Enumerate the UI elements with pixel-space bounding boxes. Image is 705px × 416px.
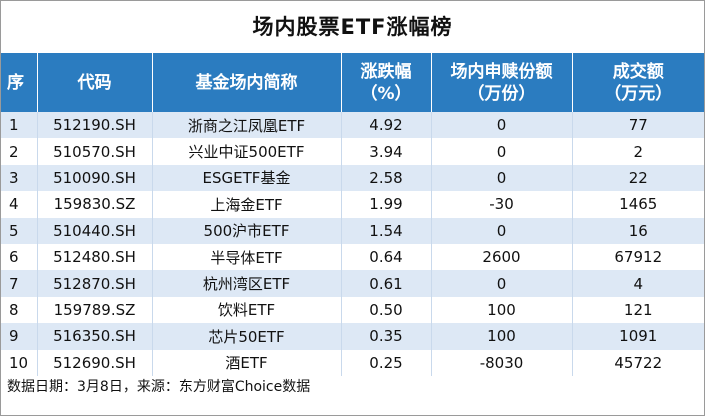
table-row: 7 512870.SH 杭州湾区ETF 0.61 0 4: [1, 270, 704, 297]
cell-change: 0.64: [341, 243, 432, 271]
cell-index: 10: [1, 349, 38, 376]
table-row: 1 512190.SH 浙商之江凤凰ETF 4.92 0 77: [1, 112, 704, 139]
cell-index: 7: [1, 270, 38, 297]
cell-change: 0.50: [341, 296, 432, 324]
cell-name: 500沪市ETF: [152, 217, 342, 244]
cell-code: 159830.SZ: [37, 191, 153, 218]
cell-code: 512870.SH: [37, 270, 153, 297]
cell-change: 0.61: [341, 270, 432, 297]
cell-change: 2.58: [341, 164, 432, 192]
cell-index: 5: [1, 217, 38, 244]
cell-redeem: 0: [431, 217, 573, 244]
col-header-name: 基金场内简称: [152, 53, 342, 112]
page-title: 场内股票ETF涨幅榜: [252, 15, 453, 39]
cell-code: 510570.SH: [37, 138, 153, 165]
cell-index: 2: [1, 138, 38, 165]
cell-turnover: 1091: [572, 323, 704, 350]
table-row: 4 159830.SZ 上海金ETF 1.99 -30 1465: [1, 191, 704, 218]
cell-turnover: 4: [572, 270, 704, 297]
table-row: 10 512690.SH 酒ETF 0.25 -8030 45722: [1, 349, 704, 376]
cell-turnover: 45722: [572, 349, 704, 376]
table-row: 3 510090.SH ESGETF基金 2.58 0 22: [1, 164, 704, 192]
cell-turnover: 22: [572, 164, 704, 192]
col-header-turnover: 成交额 （万元）: [572, 53, 704, 112]
table-row: 5 510440.SH 500沪市ETF 1.54 0 16: [1, 217, 704, 244]
cell-change: 4.92: [341, 112, 432, 139]
col-header-code: 代码: [37, 53, 153, 112]
cell-redeem: 100: [431, 296, 573, 324]
cell-code: 512690.SH: [37, 349, 153, 376]
cell-code: 512480.SH: [37, 243, 153, 271]
cell-turnover: 1465: [572, 191, 704, 218]
cell-code: 516350.SH: [37, 323, 153, 350]
cell-change: 3.94: [341, 138, 432, 165]
cell-name: 芯片50ETF: [152, 323, 342, 350]
cell-redeem: 100: [431, 323, 573, 350]
cell-index: 4: [1, 191, 38, 218]
cell-name: 杭州湾区ETF: [152, 270, 342, 297]
cell-index: 1: [1, 112, 38, 139]
cell-name: 上海金ETF: [152, 191, 342, 218]
cell-index: 8: [1, 296, 38, 324]
cell-change: 0.35: [341, 323, 432, 350]
cell-name: 浙商之江凤凰ETF: [152, 112, 342, 139]
cell-change: 0.25: [341, 349, 432, 376]
cell-name: 饮料ETF: [152, 296, 342, 324]
table-row: 2 510570.SH 兴业中证500ETF 3.94 0 2: [1, 138, 704, 165]
cell-turnover: 121: [572, 296, 704, 324]
cell-turnover: 2: [572, 138, 704, 165]
col-header-index: 序: [1, 53, 38, 112]
cell-code: 510440.SH: [37, 217, 153, 244]
cell-code: 159789.SZ: [37, 296, 153, 324]
table-row: 6 512480.SH 半导体ETF 0.64 2600 67912: [1, 243, 704, 271]
cell-turnover: 16: [572, 217, 704, 244]
cell-name: ESGETF基金: [152, 164, 342, 192]
cell-change: 1.54: [341, 217, 432, 244]
cell-code: 512190.SH: [37, 112, 153, 139]
cell-index: 9: [1, 323, 38, 350]
cell-change: 1.99: [341, 191, 432, 218]
cell-index: 6: [1, 243, 38, 271]
cell-turnover: 67912: [572, 243, 704, 271]
cell-redeem: 0: [431, 164, 573, 192]
col-header-redeem: 场内申赎份额 （万份）: [431, 53, 573, 112]
cell-name: 半导体ETF: [152, 243, 342, 271]
col-header-change: 涨跌幅 （%）: [341, 53, 432, 112]
cell-redeem: 0: [431, 270, 573, 297]
cell-redeem: 0: [431, 112, 573, 139]
cell-name: 酒ETF: [152, 349, 342, 376]
table-header-row: 序 代码 基金场内简称 涨跌幅 （%） 场内申赎份额 （万份） 成交额 （万元）: [1, 53, 704, 112]
source-note: 数据日期：3月8日，来源：东方财富Choice数据: [1, 375, 704, 398]
cell-redeem: -8030: [431, 349, 573, 376]
cell-name: 兴业中证500ETF: [152, 138, 342, 165]
cell-redeem: -30: [431, 191, 573, 218]
table-row: 8 159789.SZ 饮料ETF 0.50 100 121: [1, 296, 704, 324]
cell-code: 510090.SH: [37, 164, 153, 192]
cell-redeem: 2600: [431, 243, 573, 271]
cell-redeem: 0: [431, 138, 573, 165]
cell-index: 3: [1, 164, 38, 192]
table-row: 9 516350.SH 芯片50ETF 0.35 100 1091: [1, 323, 704, 350]
cell-turnover: 77: [572, 112, 704, 139]
